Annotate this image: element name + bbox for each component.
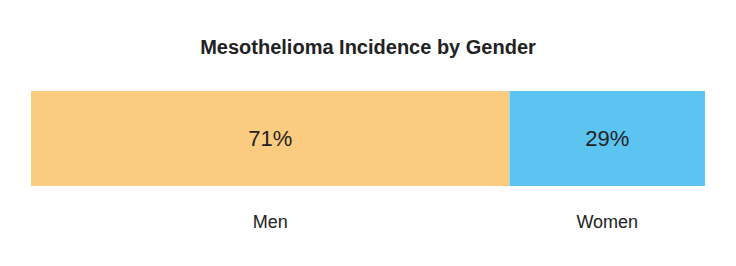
html-text:Mesothelioma Incidence by Gend: Mesothelioma Incidence by Gender bbox=[200, 36, 536, 58]
svg-text:29%: 29% bbox=[585, 126, 629, 151]
svg-text:Men: Men bbox=[253, 212, 288, 232]
svg-text:Women: Women bbox=[576, 212, 638, 232]
svg-text:71%: 71% bbox=[248, 126, 292, 151]
